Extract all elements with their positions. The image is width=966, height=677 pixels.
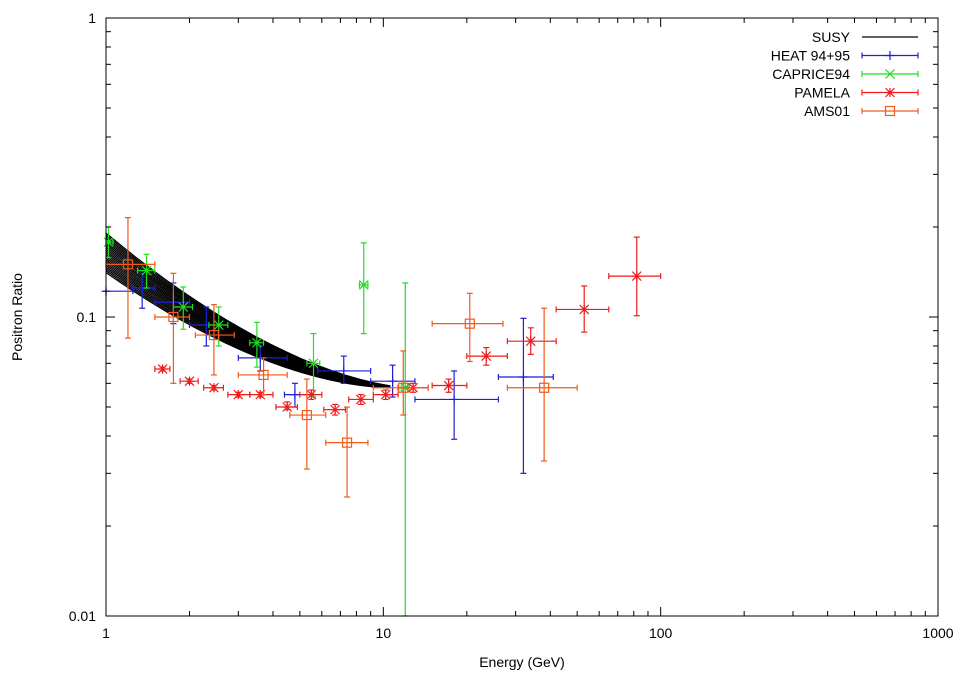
pamela-point [209, 382, 219, 393]
heat-94-95-point [388, 376, 398, 386]
caprice94-point [178, 302, 189, 312]
caprice94-point [251, 337, 262, 348]
pamela-point [481, 351, 492, 362]
ams01-point [168, 311, 179, 323]
data-points [101, 217, 662, 617]
susy-curves [105, 232, 391, 389]
legend-label: SUSY [812, 29, 851, 45]
x-tick-label: 1 [102, 625, 110, 641]
y-tick-label: 0.1 [77, 309, 97, 325]
pamela-point [380, 389, 391, 400]
ams01-point [208, 329, 220, 341]
ams01-point [122, 259, 134, 270]
heat-94-95-point [290, 390, 300, 400]
y-axis-label: Positron Ratio [9, 273, 25, 361]
axis-ticks: 1 10 100 1000 0.01 0.1 1 [69, 10, 954, 641]
pamela-point [157, 364, 168, 374]
caprice94-point [213, 320, 224, 330]
ams01-point [539, 382, 550, 393]
heat-94-95-point [339, 366, 349, 376]
x-axis-label: Energy (GeV) [479, 654, 565, 670]
ams01-point [341, 437, 353, 448]
legend-label: AMS01 [804, 103, 850, 119]
pamela-point [355, 394, 366, 405]
caprice94-point [141, 265, 152, 276]
legend-swatch-marker [885, 69, 895, 79]
legend-label: PAMELA [794, 85, 850, 101]
pamela-point [255, 389, 266, 400]
legend-swatch-marker [885, 51, 895, 60]
x-tick-label: 1000 [922, 625, 953, 641]
x-tick-label: 10 [376, 625, 392, 641]
legend-swatch-marker [885, 87, 895, 98]
pamela-point [306, 389, 317, 400]
pamela-point [282, 402, 293, 412]
pamela-point [233, 389, 244, 400]
pamela-point [443, 380, 454, 391]
caprice94-point [358, 280, 369, 290]
y-tick-label: 1 [88, 10, 96, 26]
y-tick-label: 0.01 [69, 608, 96, 624]
heat-94-95-point [518, 372, 528, 382]
legend-swatch-marker [884, 105, 896, 117]
ams01-point [301, 409, 312, 421]
legend: SUSY HEAT 94+95 CAPRICE94 PAMELA AMS01 [771, 29, 919, 119]
ams01-point [398, 382, 409, 393]
pamela-point [525, 336, 536, 347]
legend-label: HEAT 94+95 [771, 48, 850, 64]
pamela-point [184, 376, 195, 387]
legend-label: CAPRICE94 [772, 66, 850, 82]
caprice94-point [103, 237, 114, 248]
heat-94-95-point [449, 394, 459, 404]
pamela-point [330, 404, 341, 415]
caprice94-point [308, 358, 319, 369]
pamela-point [631, 271, 642, 282]
pamela-point [579, 304, 590, 315]
ams01-point [464, 318, 475, 329]
ams01-point [258, 369, 269, 381]
x-tick-label: 100 [649, 625, 673, 641]
